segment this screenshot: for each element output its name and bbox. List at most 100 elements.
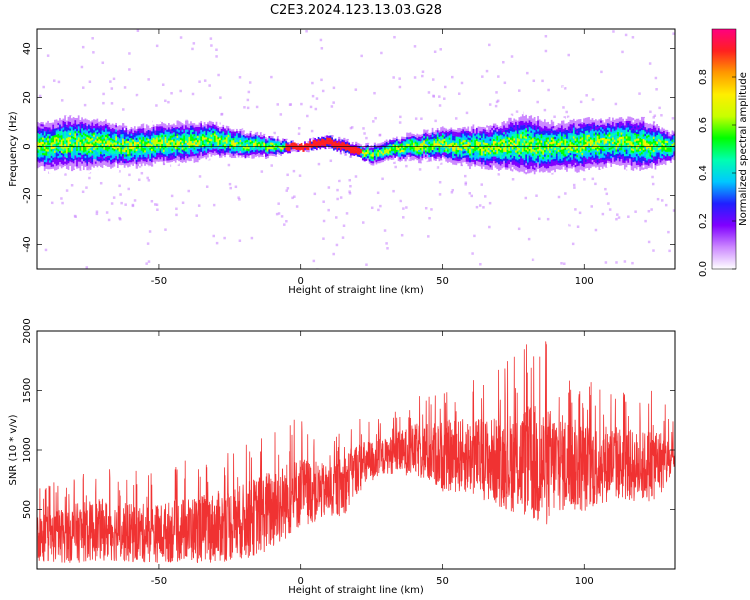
spectrogram-cell: [475, 162, 479, 166]
spectrogram-cell: [358, 152, 361, 155]
spectrogram-cell: [208, 134, 212, 137]
spectrogram-cell: [54, 123, 57, 127]
spectrogram-cell: [142, 138, 145, 142]
spectrogram-cell: [615, 261, 618, 264]
spectrogram-cell: [462, 157, 465, 161]
spectrogram-cell: [200, 118, 203, 122]
spectrogram-cell: [505, 78, 509, 82]
spectrogram-cell: [604, 187, 607, 191]
spectrogram-cell: [428, 152, 431, 156]
spectrogram-cell: [213, 133, 217, 136]
spectrogram-cell: [469, 153, 472, 156]
spectrogram-cell: [98, 147, 101, 151]
spectrogram-cell: [79, 117, 82, 120]
spectrogram-cell: [105, 123, 108, 127]
spectrogram-cell: [428, 150, 431, 153]
spectrogram-cell: [186, 160, 189, 163]
spectrogram-cell: [399, 139, 402, 142]
spectrogram-cell: [311, 94, 315, 98]
spectrogram-cell: [93, 247, 97, 250]
spectrogram-cell: [173, 123, 176, 126]
spectrogram-cell: [135, 131, 138, 134]
spectrogram-cell: [253, 133, 256, 137]
spectrogram-cell: [118, 184, 121, 188]
spectrogram-cell: [88, 80, 92, 83]
spectrogram-cell: [147, 138, 150, 142]
spectrogram-cell: [380, 90, 384, 93]
spectrogram-cell: [634, 210, 637, 213]
spectrogram-cell: [426, 155, 429, 159]
spectrogram-cell: [367, 153, 370, 157]
spectrogram-cell: [157, 124, 160, 127]
spectrogram-cell: [543, 93, 546, 96]
spectrogram-cell: [295, 149, 298, 153]
spectrogram-cell: [452, 142, 455, 145]
spectrogram-cell: [42, 163, 45, 167]
spectrogram-cell: [183, 159, 186, 162]
spectrogram-cell: [111, 160, 115, 164]
spectrogram-cell: [154, 132, 157, 135]
spectrogram-cell: [475, 156, 479, 159]
spectrogram-cell: [287, 148, 290, 152]
spectrogram-cell: [309, 147, 312, 150]
spectrogram-cell: [55, 132, 58, 135]
spectrogram-cell: [574, 208, 577, 211]
spectrogram-cell: [106, 140, 109, 143]
spectrogram-cell: [470, 135, 474, 138]
spectrogram-cell: [392, 148, 395, 151]
spectrogram-cell: [207, 155, 210, 158]
spectrogram-cell: [133, 134, 137, 138]
spectrogram-cell: [438, 158, 441, 162]
spectrogram-cell: [94, 123, 98, 127]
spectrogram-cell: [152, 148, 155, 152]
spectrogram-cell: [431, 130, 434, 133]
spectrogram-cell: [419, 132, 422, 135]
spectrogram-cell: [469, 164, 472, 167]
spectrogram-cell: [168, 162, 171, 165]
spectrogram-cell: [270, 133, 273, 136]
spectrogram-cell: [162, 125, 166, 128]
spectrogram-cell: [164, 161, 167, 164]
spectrogram-cell: [389, 139, 392, 142]
spectrogram-cell: [259, 149, 263, 153]
spectrogram-cell: [305, 140, 309, 144]
spectrogram-cell: [81, 147, 84, 151]
spectrogram-cell: [92, 51, 95, 54]
spectrogram-cell: [59, 168, 62, 171]
spectrogram-cell: [488, 43, 491, 47]
spectrogram-cell: [283, 147, 286, 151]
spectrogram-cell: [164, 136, 167, 140]
spectrogram-cell: [208, 84, 211, 87]
spectrogram-cell: [54, 143, 57, 147]
spectrogram-cell: [43, 168, 47, 171]
spectrogram-cell: [443, 127, 446, 130]
spectrogram-cell: [430, 141, 433, 144]
spectrogram-cell: [549, 229, 552, 232]
spectrogram-cell: [195, 131, 198, 134]
spectrogram-cell: [94, 126, 98, 129]
spectrogram-cell: [409, 139, 412, 142]
spectrogram-cell: [72, 152, 75, 155]
spectrogram-cell: [217, 143, 220, 146]
spectrogram-cell: [105, 141, 108, 144]
spectrogram-cell: [86, 170, 89, 173]
spectrogram-cell: [346, 161, 349, 164]
spectrogram-cell: [253, 151, 256, 155]
spectrogram-cell: [402, 156, 405, 159]
spectrogram-cell: [232, 140, 235, 143]
spectrogram-cell: [316, 138, 319, 142]
spectrogram-cell: [395, 156, 399, 159]
spectrogram-cell: [406, 141, 409, 144]
spectrogram-cell: [79, 124, 82, 127]
spectrogram-cell: [232, 157, 235, 161]
spectrogram-cell: [43, 130, 47, 134]
spectrogram-cell: [254, 130, 257, 133]
spectrogram-cell: [174, 142, 178, 145]
spectrogram-cell: [470, 194, 473, 198]
spectrogram-cell: [418, 182, 422, 186]
spectrogram-cell: [67, 132, 70, 135]
spectrogram-cell: [186, 124, 189, 128]
spectrogram-cell: [73, 81, 77, 85]
spectrogram-cell: [236, 133, 239, 136]
spectrogram-cell: [57, 166, 60, 170]
